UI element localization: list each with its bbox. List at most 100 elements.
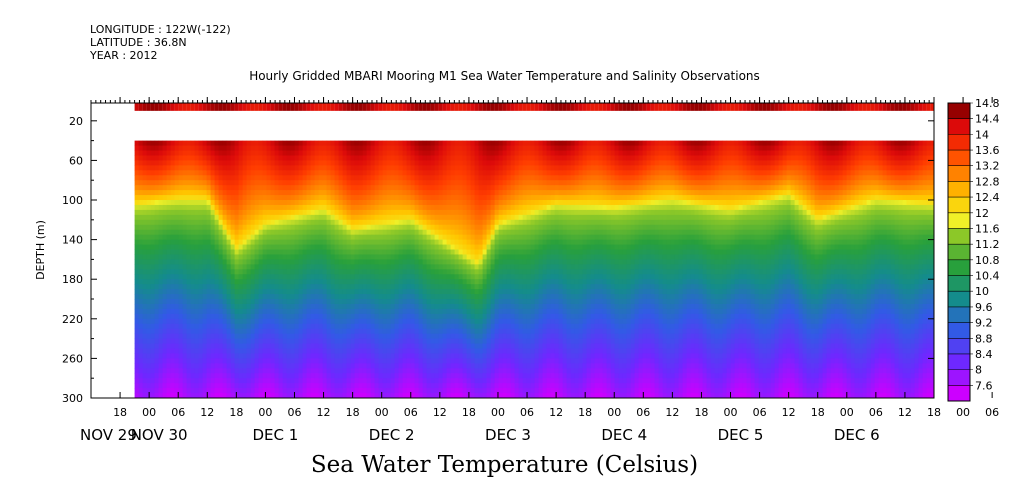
heatmap-cell — [358, 328, 364, 335]
heatmap-cell — [314, 219, 320, 226]
heatmap-cell — [394, 234, 400, 241]
heatmap-cell — [386, 259, 392, 265]
heatmap-cell — [286, 294, 292, 300]
heatmap-cell — [146, 200, 152, 206]
heatmap-cell — [354, 308, 360, 315]
heatmap-cell — [214, 165, 220, 171]
heatmap-cell — [334, 209, 340, 216]
heatmap-cell — [218, 373, 224, 379]
heatmap-cell — [298, 254, 304, 260]
heatmap-cell — [186, 279, 192, 285]
heatmap-cell — [290, 378, 296, 384]
nodata-cell — [142, 110, 147, 141]
heatmap-cell — [314, 254, 320, 260]
heatmap-cell — [230, 284, 236, 290]
heatmap-column — [186, 103, 192, 399]
heatmap-cell — [190, 175, 196, 181]
heatmap-cell — [294, 204, 300, 211]
heatmap-cell — [454, 299, 460, 305]
heatmap-cell — [338, 190, 344, 196]
heatmap-cell — [186, 373, 192, 379]
heatmap-cell — [298, 303, 304, 310]
heatmap-cell — [270, 388, 276, 394]
heatmap-column — [414, 103, 420, 399]
heatmap-cell — [274, 140, 280, 147]
heatmap-cell — [290, 388, 296, 394]
heatmap-cell — [486, 160, 492, 166]
heatmap-cell — [314, 368, 320, 374]
heatmap-cell — [426, 338, 432, 345]
heatmap-cell — [178, 175, 184, 181]
heatmap-cell — [150, 289, 156, 295]
heatmap-cell — [222, 254, 228, 260]
heatmap-cell — [434, 363, 440, 369]
heatmap-cell — [366, 165, 372, 171]
heatmap-cell — [402, 254, 408, 260]
heatmap-cell — [306, 269, 312, 275]
heatmap-cell — [466, 348, 472, 354]
heatmap-cell — [310, 229, 316, 236]
heatmap-cell — [398, 229, 404, 236]
heatmap-cell — [298, 323, 304, 330]
heatmap-cell — [230, 338, 236, 345]
heatmap-cell — [222, 358, 228, 364]
heatmap-cell — [274, 259, 280, 265]
heatmap-cell — [358, 284, 364, 290]
heatmap-cell — [354, 348, 360, 354]
heatmap-cell — [258, 323, 264, 330]
heatmap-cell — [298, 244, 304, 251]
heatmap-cell — [230, 229, 236, 236]
heatmap-cell — [330, 259, 336, 265]
heatmap-cell — [258, 338, 264, 345]
heatmap-cell — [374, 393, 380, 399]
heatmap-cell — [482, 294, 488, 300]
heatmap-cell — [414, 175, 420, 181]
heatmap-cell — [274, 254, 280, 260]
heatmap-cell — [286, 170, 292, 176]
heatmap-cell — [302, 323, 308, 330]
heatmap-cell — [314, 145, 320, 152]
heatmap-cell — [318, 313, 324, 320]
heatmap-cell — [486, 150, 492, 156]
heatmap-cell — [154, 224, 160, 231]
heatmap-cell — [150, 313, 156, 320]
heatmap-cell — [314, 150, 320, 156]
heatmap-cell — [454, 294, 460, 300]
heatmap-cell — [310, 254, 316, 260]
heatmap-cell — [410, 279, 416, 285]
heatmap-cell — [422, 378, 428, 384]
heatmap-cell — [378, 363, 384, 369]
heatmap-cell — [146, 254, 152, 260]
heatmap-cell — [434, 318, 440, 325]
heatmap-cell — [294, 353, 300, 359]
heatmap-cell — [230, 303, 236, 310]
heatmap-cell — [182, 338, 188, 345]
heatmap-cell — [446, 358, 452, 364]
heatmap-cell — [290, 328, 296, 335]
heatmap-cell — [270, 378, 276, 384]
heatmap-cell — [382, 333, 388, 340]
heatmap-cell — [362, 234, 368, 241]
heatmap-cell — [250, 254, 256, 260]
heatmap-cell — [354, 254, 360, 260]
heatmap-cell — [178, 249, 184, 255]
heatmap-cell — [286, 333, 292, 340]
heatmap-cell — [378, 145, 384, 152]
heatmap-cell — [454, 308, 460, 315]
heatmap-cell — [470, 358, 476, 364]
heatmap-cell — [186, 195, 192, 201]
heatmap-cell — [482, 323, 488, 330]
heatmap-cell — [306, 289, 312, 295]
heatmap-cell — [238, 239, 244, 246]
heatmap-cell — [242, 155, 248, 161]
heatmap-cell — [186, 175, 192, 181]
heatmap-cell — [306, 388, 312, 394]
heatmap-cell — [390, 318, 396, 325]
heatmap-cell — [326, 333, 332, 340]
heatmap-cell — [234, 378, 240, 384]
heatmap-cell — [378, 204, 384, 211]
heatmap-cell — [310, 214, 316, 221]
heatmap-cell — [290, 224, 296, 231]
heatmap-cell — [178, 358, 184, 364]
heatmap-cell — [298, 368, 304, 374]
